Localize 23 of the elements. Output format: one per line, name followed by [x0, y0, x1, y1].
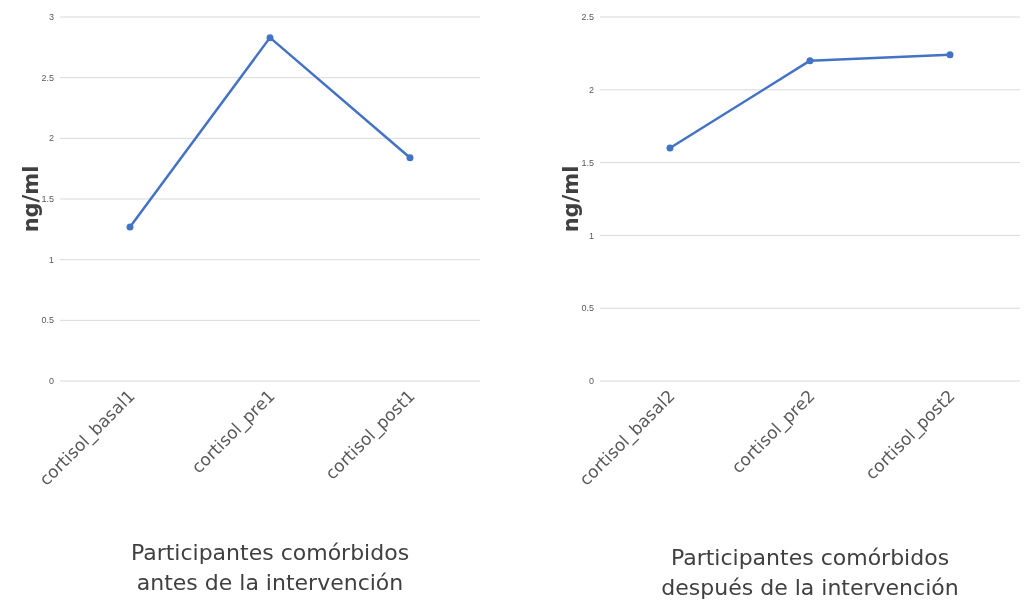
point	[406, 154, 414, 162]
y-axis-title: ng/ml	[19, 165, 43, 233]
y-tick-label: 1	[588, 230, 594, 241]
y-tick-label: 3	[48, 12, 54, 23]
y-tick-label: 0	[588, 376, 594, 387]
x-axis-title: Participantes comórbidos después de la intervención	[661, 545, 959, 600]
y-tick-label: 0.5	[581, 303, 594, 314]
point	[126, 223, 134, 231]
y-tick-label: 2	[48, 133, 54, 144]
y-tick-label: 1	[48, 254, 54, 265]
y-tick-label: 1.5	[581, 157, 594, 168]
y-tick-label: 0	[48, 376, 54, 387]
point	[806, 57, 814, 65]
x-axis-title: Participantes comórbidos antes de la intervención	[130, 540, 410, 595]
y-tick-label: 2.5	[581, 12, 594, 23]
y-tick-label: 1.5	[41, 194, 54, 205]
y-tick-label: 0.5	[41, 315, 54, 326]
y-tick-label: 2	[588, 84, 594, 95]
y-axis-title: ng/ml	[559, 165, 583, 233]
y-tick-label: 2.5	[41, 72, 54, 83]
point	[946, 51, 954, 59]
point	[666, 144, 674, 152]
point	[266, 34, 274, 42]
